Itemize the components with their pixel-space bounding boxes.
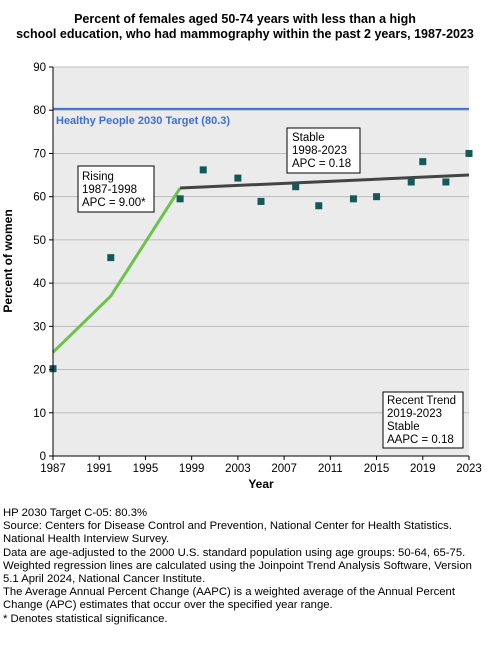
- trend-segment-2: [180, 173, 470, 190]
- footnote-age-adjustment: Data are age-adjusted to the 2000 U.S. s…: [3, 546, 466, 559]
- annotation-stable-line-1: Stable: [292, 132, 325, 144]
- data-point-2013: [349, 195, 357, 203]
- annotation-recent-trend: Recent Trend 2019-2023 Stable AAPC = 0.1…: [382, 391, 464, 449]
- footnote-significance: * Denotes statistical significance.: [3, 612, 168, 625]
- y-tick-label-0: 0: [40, 451, 46, 463]
- x-tick-label-2023: 2023: [456, 463, 482, 475]
- axes: [52, 67, 469, 457]
- target-label: Healthy People 2030 Target (80.3): [56, 115, 230, 127]
- y-tick-label-80: 80: [33, 105, 46, 117]
- annotation-recent-box: [382, 391, 464, 449]
- y-tick-label-50: 50: [33, 235, 46, 247]
- footnote-source: Source: Centers for Disease Control and …: [3, 520, 452, 546]
- chart-title-line-2: school education, who had mammography wi…: [16, 27, 474, 41]
- annotation-recent-line-4: AAPC = 0.18: [387, 434, 454, 446]
- data-point-1998: [176, 195, 184, 203]
- y-tick-label-20: 20: [33, 365, 46, 377]
- x-tick-label-2015: 2015: [364, 463, 390, 475]
- footnote-aapc: The Average Annual Percent Change (AAPC)…: [3, 586, 455, 612]
- chart: Percent of females aged 50-74 years with…: [1, 12, 482, 491]
- data-point-2010: [315, 202, 323, 210]
- annotation-stable: Stable 1998-2023 APC = 0.18: [286, 127, 361, 174]
- annotation-recent-line-2: 2019-2023: [387, 408, 442, 420]
- data-point-2018: [407, 178, 415, 186]
- plot-area: [53, 67, 469, 456]
- annotation-stable-box: [286, 127, 361, 174]
- annotation-rising: Rising 1987-1998 APC = 9.00*: [77, 165, 155, 213]
- data-point-2005: [257, 197, 265, 205]
- x-tick-label-1999: 1999: [179, 463, 205, 475]
- y-tick-label-10: 10: [33, 408, 46, 420]
- annotation-stable-line-3: APC = 0.18: [292, 158, 351, 170]
- data-point-1992: [107, 254, 115, 262]
- x-axis-title: Year: [248, 477, 274, 491]
- y-tick-label-40: 40: [33, 278, 46, 290]
- x-tick-label-2003: 2003: [225, 463, 251, 475]
- y-tick-labels: 0 10 20 30 40 50 60 70 80 90: [33, 62, 53, 463]
- footnotes: HP 2030 Target C-05: 80.3% Source: Cente…: [3, 507, 489, 626]
- y-tick-label-60: 60: [33, 192, 46, 204]
- grid-lines: [53, 66, 469, 414]
- x-tick-label-1995: 1995: [133, 463, 159, 475]
- chart-title-line-1: Percent of females aged 50-74 years with…: [74, 12, 416, 26]
- x-tick-label-2007: 2007: [271, 463, 297, 475]
- data-point-2019: [419, 158, 427, 166]
- data-point-2008: [292, 183, 300, 191]
- data-point-2003: [234, 174, 242, 182]
- y-tick-label-30: 30: [33, 321, 46, 333]
- annotation-rising-line-1: Rising: [82, 171, 114, 183]
- y-axis-title: Percent of women: [1, 209, 15, 312]
- y-tick-label-90: 90: [33, 62, 46, 74]
- data-point-2023: [465, 149, 473, 157]
- trend-segment-1: [51, 187, 182, 354]
- x-tick-label-1991: 1991: [86, 463, 112, 475]
- annotation-rising-box: [77, 165, 155, 213]
- annotation-recent-line-3: Stable: [387, 421, 420, 433]
- data-point-2000: [199, 166, 207, 174]
- x-tick-label-2011: 2011: [318, 463, 343, 475]
- data-point-2021: [442, 178, 450, 186]
- annotation-rising-line-2: 1987-1998: [82, 184, 137, 196]
- annotation-stable-line-2: 1998-2023: [292, 145, 347, 157]
- trend-lines: [51, 173, 470, 354]
- x-tick-labels: 1987 1991 1995 1999 2003 2007 2011 2015 2019 2023: [40, 456, 482, 475]
- annotation-recent-line-1: Recent Trend: [387, 395, 456, 407]
- y-tick-label-70: 70: [33, 148, 46, 160]
- x-tick-label-2019: 2019: [410, 463, 436, 475]
- x-tick-label-1987: 1987: [40, 463, 66, 475]
- footnote-target: HP 2030 Target C-05: 80.3%: [3, 507, 148, 519]
- footnote-regression: Weighted regression lines are calculated…: [3, 559, 472, 586]
- data-point-2015: [373, 193, 381, 201]
- annotation-rising-line-3: APC = 9.00*: [82, 197, 146, 209]
- target-group: Healthy People 2030 Target (80.3): [53, 107, 469, 127]
